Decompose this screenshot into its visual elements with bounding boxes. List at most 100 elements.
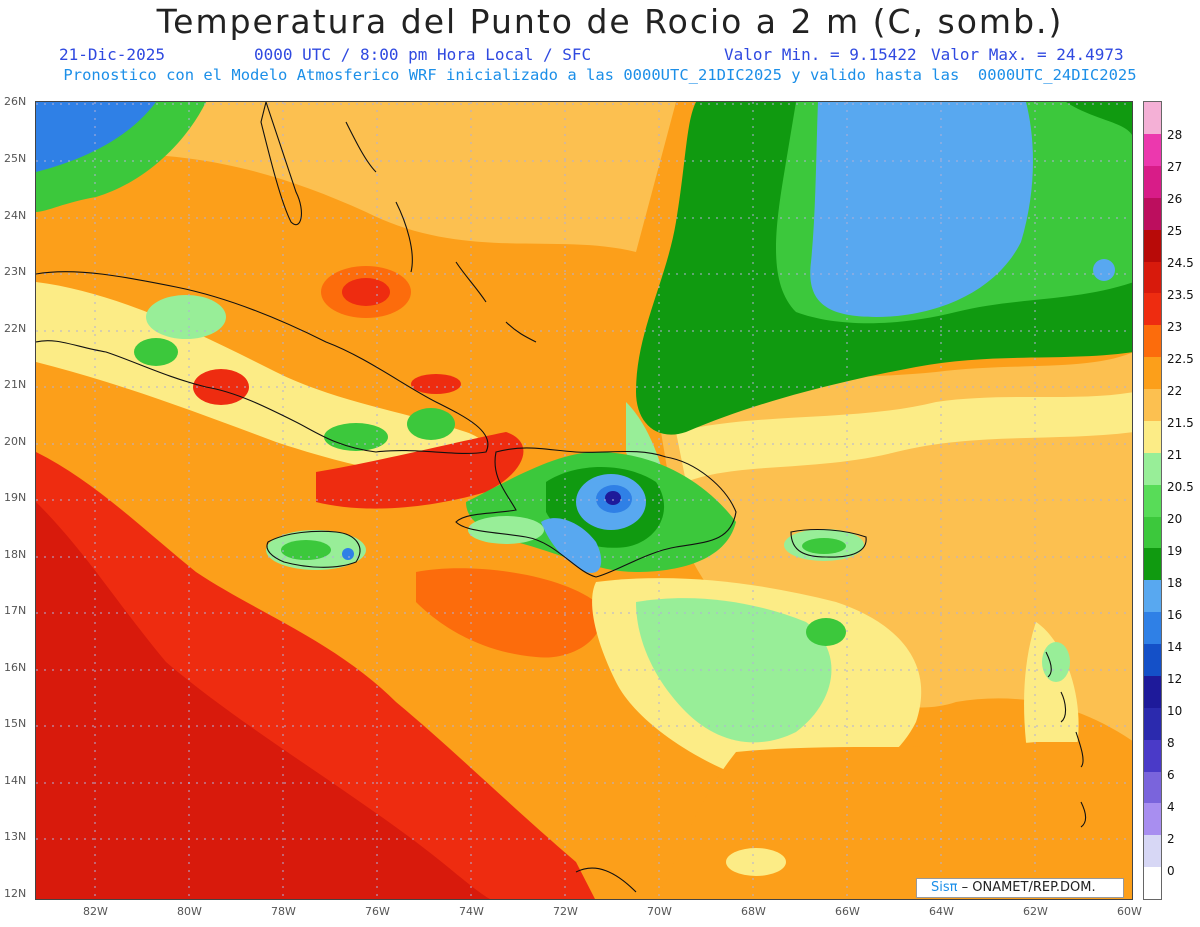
puerto-rico-coast xyxy=(790,528,867,558)
colorbar-segment xyxy=(1144,388,1161,421)
colorbar-label: 8 xyxy=(1167,736,1175,750)
subtitle-row: 21-Dic-2025 0000 UTC / 8:00 pm Hora Loca… xyxy=(0,45,1200,65)
colorbar-segment xyxy=(1144,612,1161,645)
credit-text: – ONAMET/REP.DOM. xyxy=(961,880,1096,895)
colorbar-label: 14 xyxy=(1167,640,1183,654)
florida-coast xyxy=(260,102,302,225)
field-hispaniola-min xyxy=(605,491,621,505)
lat-label: 13N xyxy=(4,830,27,843)
lat-label: 17N xyxy=(4,604,27,617)
colorbar-label: 12 xyxy=(1167,672,1183,686)
colorbar-segment xyxy=(1144,452,1161,485)
colorbar-segment xyxy=(1144,420,1161,453)
colorbar xyxy=(1143,101,1162,900)
colorbar-segment xyxy=(1144,516,1161,549)
field-antilles-green xyxy=(1042,642,1070,682)
lat-label: 14N xyxy=(4,774,27,787)
min-value: Valor Min. = 9.15422 xyxy=(724,45,917,64)
credit-box: Sisπ – ONAMET/REP.DOM. xyxy=(916,878,1124,898)
field-atlantic-blue xyxy=(810,102,1033,317)
colorbar-label: 28 xyxy=(1167,128,1183,142)
colorbar-label: 10 xyxy=(1167,704,1183,718)
coastlines xyxy=(36,102,1087,893)
lat-label: 25N xyxy=(4,152,27,165)
colorbar-label: 19 xyxy=(1167,544,1183,558)
south-america-coast xyxy=(575,867,637,893)
max-value: Valor Max. = 24.4973 xyxy=(931,45,1124,64)
field-atlantic-blue-spot xyxy=(1093,259,1115,281)
colorbar-segment xyxy=(1144,197,1161,230)
colorbar-label: 6 xyxy=(1167,768,1175,782)
colorbar-segment xyxy=(1144,293,1161,326)
field-cuba-green-3 xyxy=(324,423,388,451)
field-haiti-red xyxy=(316,432,524,509)
colorbar-segment xyxy=(1144,580,1161,613)
lat-label: 20N xyxy=(4,435,27,448)
field-cuba-green-4 xyxy=(407,408,455,440)
lat-label: 15N xyxy=(4,717,27,730)
colorbar-label: 27 xyxy=(1167,160,1183,174)
lat-label: 23N xyxy=(4,265,27,278)
lon-label: 78W xyxy=(271,905,296,918)
colorbar-label: 20 xyxy=(1167,512,1183,526)
colorbar-label: 4 xyxy=(1167,800,1175,814)
model-note: Pronostico con el Modelo Atmosferico WRF… xyxy=(63,66,1137,84)
field-nw-green xyxy=(36,102,206,212)
colorbar-segment xyxy=(1144,867,1161,900)
hispaniola-coast xyxy=(455,447,737,578)
colorbar-label: 0 xyxy=(1167,864,1175,878)
bahamas-coast xyxy=(345,121,537,343)
colorbar-label: 26 xyxy=(1167,192,1183,206)
lat-label: 22N xyxy=(4,322,27,335)
colorbar-segment xyxy=(1144,739,1161,772)
field-red-patch-4 xyxy=(411,374,461,394)
colorbar-label: 21.5 xyxy=(1167,416,1194,430)
lat-label: 19N xyxy=(4,491,27,504)
colorbar-segment xyxy=(1144,643,1161,676)
lat-label: 12N xyxy=(4,887,27,900)
lon-label: 62W xyxy=(1023,905,1048,918)
colorbar-label: 22.5 xyxy=(1167,352,1194,366)
lat-label: 16N xyxy=(4,661,27,674)
lon-label: 60W xyxy=(1117,905,1142,918)
field-sw-darkred xyxy=(36,502,491,899)
lon-label: 66W xyxy=(835,905,860,918)
field-jamaica-green-2 xyxy=(281,540,331,560)
colorbar-segment xyxy=(1144,707,1161,740)
lon-label: 70W xyxy=(647,905,672,918)
colorbar-segment xyxy=(1144,102,1161,134)
field-cuba-green-2 xyxy=(134,338,178,366)
lon-label: 76W xyxy=(365,905,390,918)
field-hispaniola-sw-blue xyxy=(541,518,602,573)
map-canvas xyxy=(36,102,1132,899)
lat-label: 26N xyxy=(4,95,27,108)
colorbar-label: 21 xyxy=(1167,448,1183,462)
field-central-green-2 xyxy=(806,618,846,646)
colorbar-label: 25 xyxy=(1167,224,1183,238)
colorbar-segment xyxy=(1144,165,1161,198)
field-pr-green-2 xyxy=(802,538,846,554)
lon-label: 80W xyxy=(177,905,202,918)
colorbar-segment xyxy=(1144,133,1161,166)
field-se-orange xyxy=(656,742,1132,899)
colorbar-segment xyxy=(1144,548,1161,581)
cuba-coast xyxy=(36,271,489,454)
field-cuba-green-1 xyxy=(146,295,226,339)
colorbar-label: 22 xyxy=(1167,384,1183,398)
field-nw-blue xyxy=(36,102,156,182)
field-red-patch-2 xyxy=(342,278,390,306)
colorbar-label: 23.5 xyxy=(1167,288,1194,302)
lat-label: 24N xyxy=(4,209,27,222)
field-haiti-green xyxy=(468,516,544,544)
colorbar-segment xyxy=(1144,325,1161,358)
lat-label: 18N xyxy=(4,548,27,561)
antilles-coast xyxy=(1045,651,1087,828)
colorbar-label: 24.5 xyxy=(1167,256,1194,270)
sispi-logo: Sisπ xyxy=(931,880,958,895)
colorbar-segment xyxy=(1144,357,1161,390)
valid-date: 21-Dic-2025 xyxy=(59,45,165,64)
lon-label: 64W xyxy=(929,905,954,918)
dewpoint-map xyxy=(35,101,1133,900)
lon-label: 72W xyxy=(553,905,578,918)
jamaica-coast xyxy=(266,530,361,568)
